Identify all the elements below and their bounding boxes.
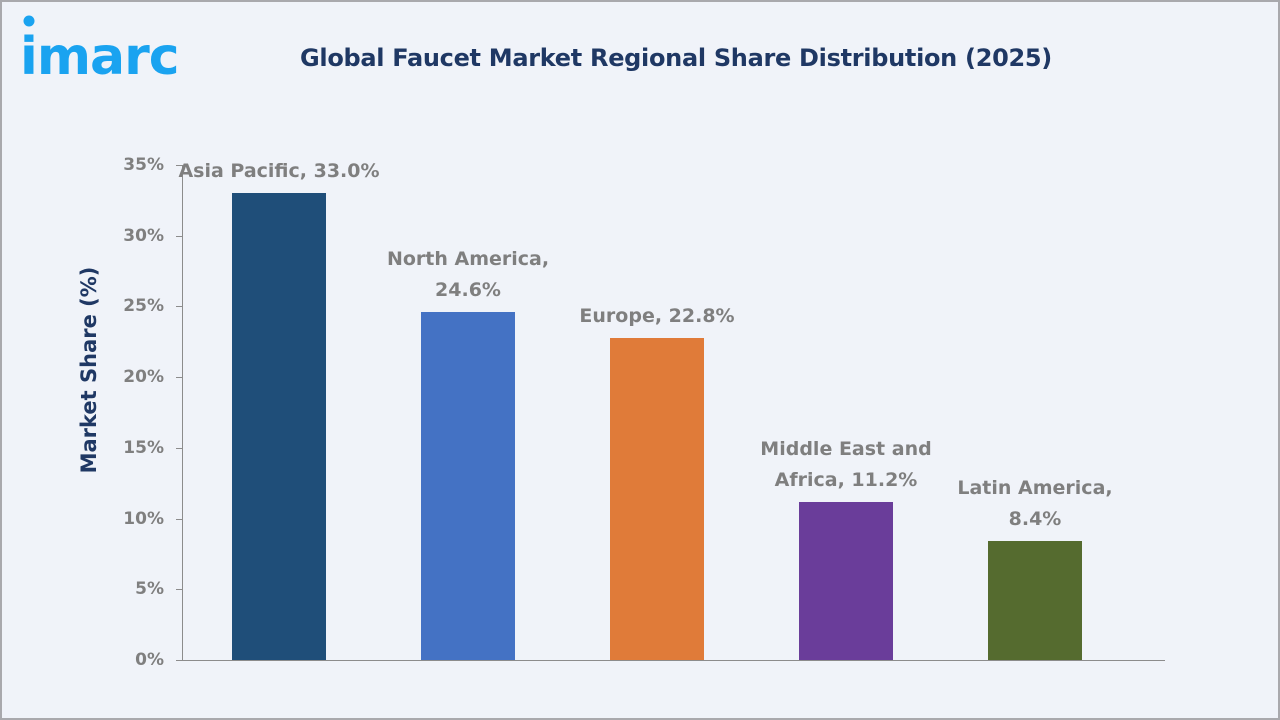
y-tick-label: 30% (123, 226, 164, 246)
bar-latin-america (988, 541, 1082, 660)
chart-title: Global Faucet Market Regional Share Dist… (300, 44, 1052, 72)
logo-text: imarc (20, 27, 179, 80)
bar-data-label: North America, 24.6% (386, 248, 550, 302)
y-axis-label: Market Share (%) (77, 266, 101, 474)
bar-europe (610, 337, 704, 660)
y-tick (176, 660, 183, 661)
imarc-logo-icon: imarc (20, 15, 180, 87)
y-tick (176, 306, 183, 307)
bar-middle-east-and-africa (799, 501, 893, 660)
y-axis-line (182, 165, 183, 661)
bar-asia-pacific (232, 193, 326, 660)
imarc-logo: imarc (20, 14, 205, 87)
y-tick (176, 377, 183, 378)
y-tick-label: 35% (123, 155, 164, 175)
bar-data-label: Middle East and Africa, 11.2% (760, 437, 932, 491)
y-tick-label: 15% (123, 438, 164, 458)
y-tick-label: 20% (123, 367, 164, 387)
y-tick (176, 519, 183, 520)
bar-data-label: Europe, 22.8% (579, 304, 735, 327)
y-tick-label: 10% (123, 509, 164, 529)
y-tick-label: 25% (123, 296, 164, 316)
bar-data-label: Asia Pacific, 33.0% (178, 160, 380, 183)
bar-north-america (421, 312, 515, 660)
y-tick-label: 0% (135, 650, 164, 670)
y-tick (176, 165, 183, 166)
bar-data-label: Latin America, 8.4% (957, 477, 1113, 531)
y-tick-label: 5% (135, 579, 164, 599)
y-tick (176, 236, 183, 237)
y-tick (176, 589, 183, 590)
x-axis-line (182, 660, 1165, 661)
y-tick (176, 448, 183, 449)
